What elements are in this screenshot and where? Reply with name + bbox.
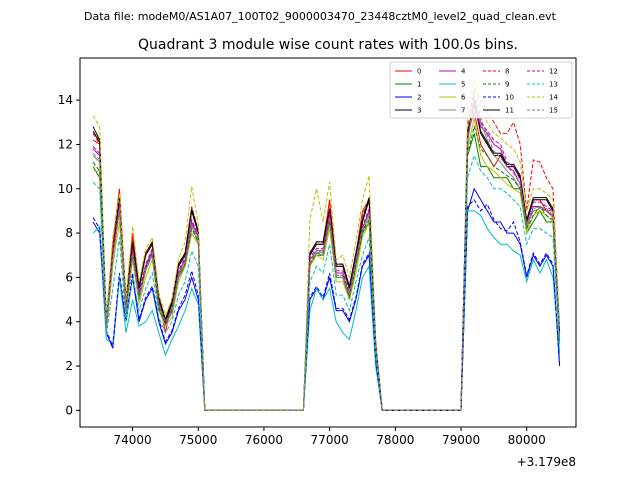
series-line-7 [92,95,561,411]
legend-label-1: 1 [417,81,421,89]
series-line-6 [93,117,561,411]
series-line-13 [92,154,561,411]
x-tick-label: 80000 [508,433,546,447]
chart-title: Quadrant 3 module wise count rates with … [138,37,518,53]
series-layer [92,77,561,411]
axes-layer: 74000 75000 76000 77000 78000 79000 80000 0 2 4 6 8… [58,57,577,447]
series-line-12 [92,99,561,411]
chart-suptitle: Data file: modeM0/AS1A07_100T02_90000034… [84,10,557,23]
y-tick-label: 4 [65,315,73,329]
legend-label-12: 12 [549,68,558,76]
legend-label-13: 13 [549,81,558,89]
legend-label-0: 0 [417,68,421,76]
series-line-9 [92,124,561,411]
y-tick-label: 8 [65,226,73,240]
y-tick-label: 6 [65,270,73,284]
axes-frame [79,57,577,428]
x-tick-label: 77000 [311,433,349,447]
legend-label-4: 4 [461,68,466,76]
legend-label-5: 5 [461,81,465,89]
x-tick-label: 79000 [442,433,480,447]
x-tick-label: 75000 [179,433,217,447]
series-line-4 [92,104,561,411]
legend-label-9: 9 [505,81,509,89]
y-tick-label: 10 [58,182,73,196]
legend-label-7: 7 [461,107,465,115]
series-line-5 [92,210,561,411]
legend-label-2: 2 [417,94,421,102]
y-tick-label: 12 [58,137,73,151]
series-line-2 [92,187,561,411]
x-tick-label: 78000 [376,433,414,447]
series-line-14 [92,77,561,411]
legend-box [389,61,573,119]
x-tick-label: 76000 [245,433,283,447]
x-tick-label: 74000 [113,433,151,447]
y-tick-label: 2 [65,359,73,373]
series-line-1 [92,133,561,411]
y-tick-label: 14 [58,93,73,107]
legend-label-6: 6 [461,94,466,102]
legend-label-15: 15 [549,107,558,115]
legend-label-11: 11 [505,107,514,115]
x-offset-label: +3.179e8 [517,455,576,469]
y-tick-label: 0 [65,403,73,417]
series-line-15 [92,93,561,411]
legend-label-10: 10 [505,94,514,102]
legend-label-14: 14 [549,94,558,102]
legend-label-8: 8 [505,68,509,76]
series-line-11 [92,104,561,411]
series-line-10 [92,198,561,411]
legend-label-3: 3 [417,107,421,115]
